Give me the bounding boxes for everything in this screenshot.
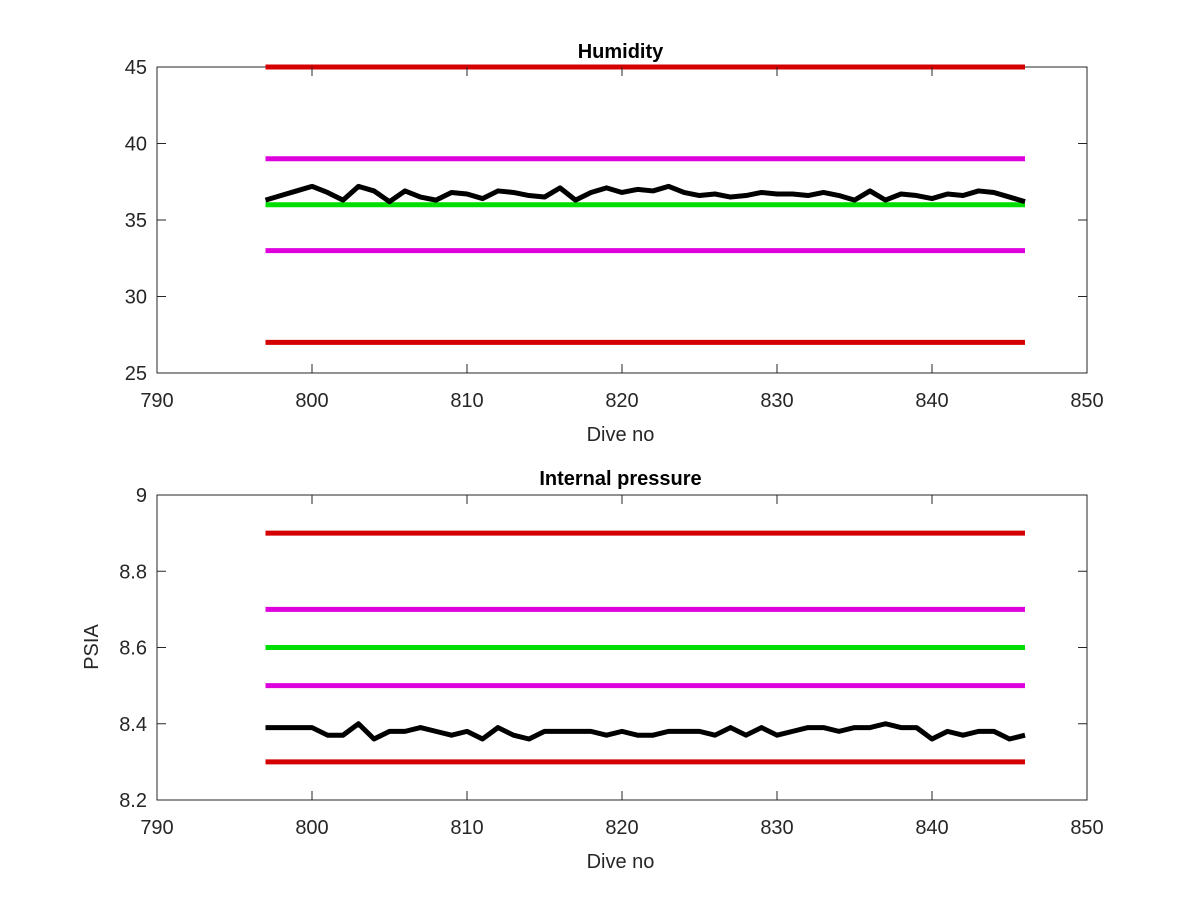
x-tick-label: 800 [295, 390, 328, 412]
x-tick-label: 850 [1070, 817, 1103, 839]
y-tick-label: 40 [125, 134, 147, 156]
x-axis-label: Dive no [587, 424, 655, 446]
y-tick-label: 9 [136, 485, 147, 507]
x-tick-label: 790 [140, 817, 173, 839]
series-layer [264, 64, 1026, 345]
x-tick-label: 840 [915, 817, 948, 839]
x-tick-label: 790 [140, 390, 173, 412]
x-tick-label: 820 [605, 390, 638, 412]
series-layer [265, 530, 1026, 765]
y-tick-label: 25 [125, 363, 147, 385]
x-tick-label: 820 [605, 817, 638, 839]
x-axis-label: Dive no [587, 851, 655, 873]
internal-pressure-chart: Internal pressure 790 800 810 820 830 840 850 … [81, 468, 1104, 873]
y-tick-label: 8.6 [119, 638, 147, 660]
y-tick-label: 30 [125, 287, 147, 309]
x-tick-label: 810 [450, 817, 483, 839]
y-tick-label: 8.2 [119, 790, 147, 812]
y-tick-label: 8.8 [119, 561, 147, 583]
y-axis-ticks: 25 30 35 40 45 [125, 57, 1087, 385]
y-tick-label: 35 [125, 210, 147, 232]
x-tick-label: 830 [760, 390, 793, 412]
humidity-chart: Humidity 790 800 810 820 830 840 850 25 30 35 40 4… [125, 41, 1104, 446]
x-tick-label: 840 [915, 390, 948, 412]
measured-series-line [265, 721, 1026, 742]
x-axis-ticks: 790 800 810 820 830 840 850 [140, 67, 1104, 412]
x-tick-label: 810 [450, 390, 483, 412]
x-tick-label: 830 [760, 817, 793, 839]
y-tick-label: 8.4 [119, 714, 147, 736]
y-axis-label: PSIA [81, 624, 103, 670]
x-axis-ticks: 790 800 810 820 830 840 850 [140, 495, 1104, 839]
y-axis-ticks: 8.2 8.4 8.6 8.8 9 [119, 485, 1087, 812]
x-tick-label: 850 [1070, 390, 1103, 412]
y-tick-label: 45 [125, 57, 147, 79]
chart-title: Humidity [578, 41, 664, 63]
chart-title: Internal pressure [539, 468, 701, 490]
plot-frame [156, 66, 1088, 374]
measured-series-line [264, 183, 1026, 205]
x-tick-label: 800 [295, 817, 328, 839]
